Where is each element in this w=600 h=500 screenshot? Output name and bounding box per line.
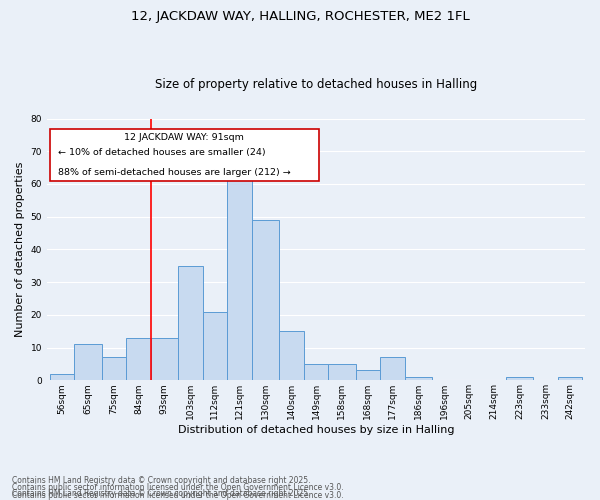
Bar — [380, 358, 405, 380]
Bar — [227, 161, 252, 380]
Title: Size of property relative to detached houses in Halling: Size of property relative to detached ho… — [155, 78, 477, 91]
Bar — [328, 364, 356, 380]
X-axis label: Distribution of detached houses by size in Halling: Distribution of detached houses by size … — [178, 425, 454, 435]
Y-axis label: Number of detached properties: Number of detached properties — [15, 162, 25, 337]
Text: 88% of semi-detached houses are larger (212) →: 88% of semi-detached houses are larger (… — [58, 168, 290, 177]
Text: Contains public sector information licensed under the Open Government Licence v3: Contains public sector information licen… — [12, 491, 344, 500]
Text: Contains public sector information licensed under the Open Government Licence v3: Contains public sector information licen… — [12, 484, 344, 492]
Text: ← 10% of detached houses are smaller (24): ← 10% of detached houses are smaller (24… — [58, 148, 265, 157]
Bar — [74, 344, 101, 380]
Text: 12, JACKDAW WAY, HALLING, ROCHESTER, ME2 1FL: 12, JACKDAW WAY, HALLING, ROCHESTER, ME2… — [131, 10, 469, 23]
Bar — [557, 377, 582, 380]
Bar — [126, 338, 151, 380]
Bar — [50, 374, 74, 380]
Bar — [506, 377, 533, 380]
Bar — [101, 358, 126, 380]
Bar — [405, 377, 432, 380]
Bar — [252, 220, 279, 380]
Bar — [178, 266, 203, 380]
Text: Contains HM Land Registry data © Crown copyright and database right 2025.: Contains HM Land Registry data © Crown c… — [12, 476, 311, 485]
Bar — [203, 312, 227, 380]
Bar — [304, 364, 328, 380]
Text: 12 JACKDAW WAY: 91sqm: 12 JACKDAW WAY: 91sqm — [124, 133, 244, 142]
Bar — [151, 338, 178, 380]
FancyBboxPatch shape — [50, 129, 319, 182]
Bar — [356, 370, 380, 380]
Text: Contains HM Land Registry data © Crown copyright and database right 2025.: Contains HM Land Registry data © Crown c… — [12, 488, 311, 498]
Bar — [279, 331, 304, 380]
